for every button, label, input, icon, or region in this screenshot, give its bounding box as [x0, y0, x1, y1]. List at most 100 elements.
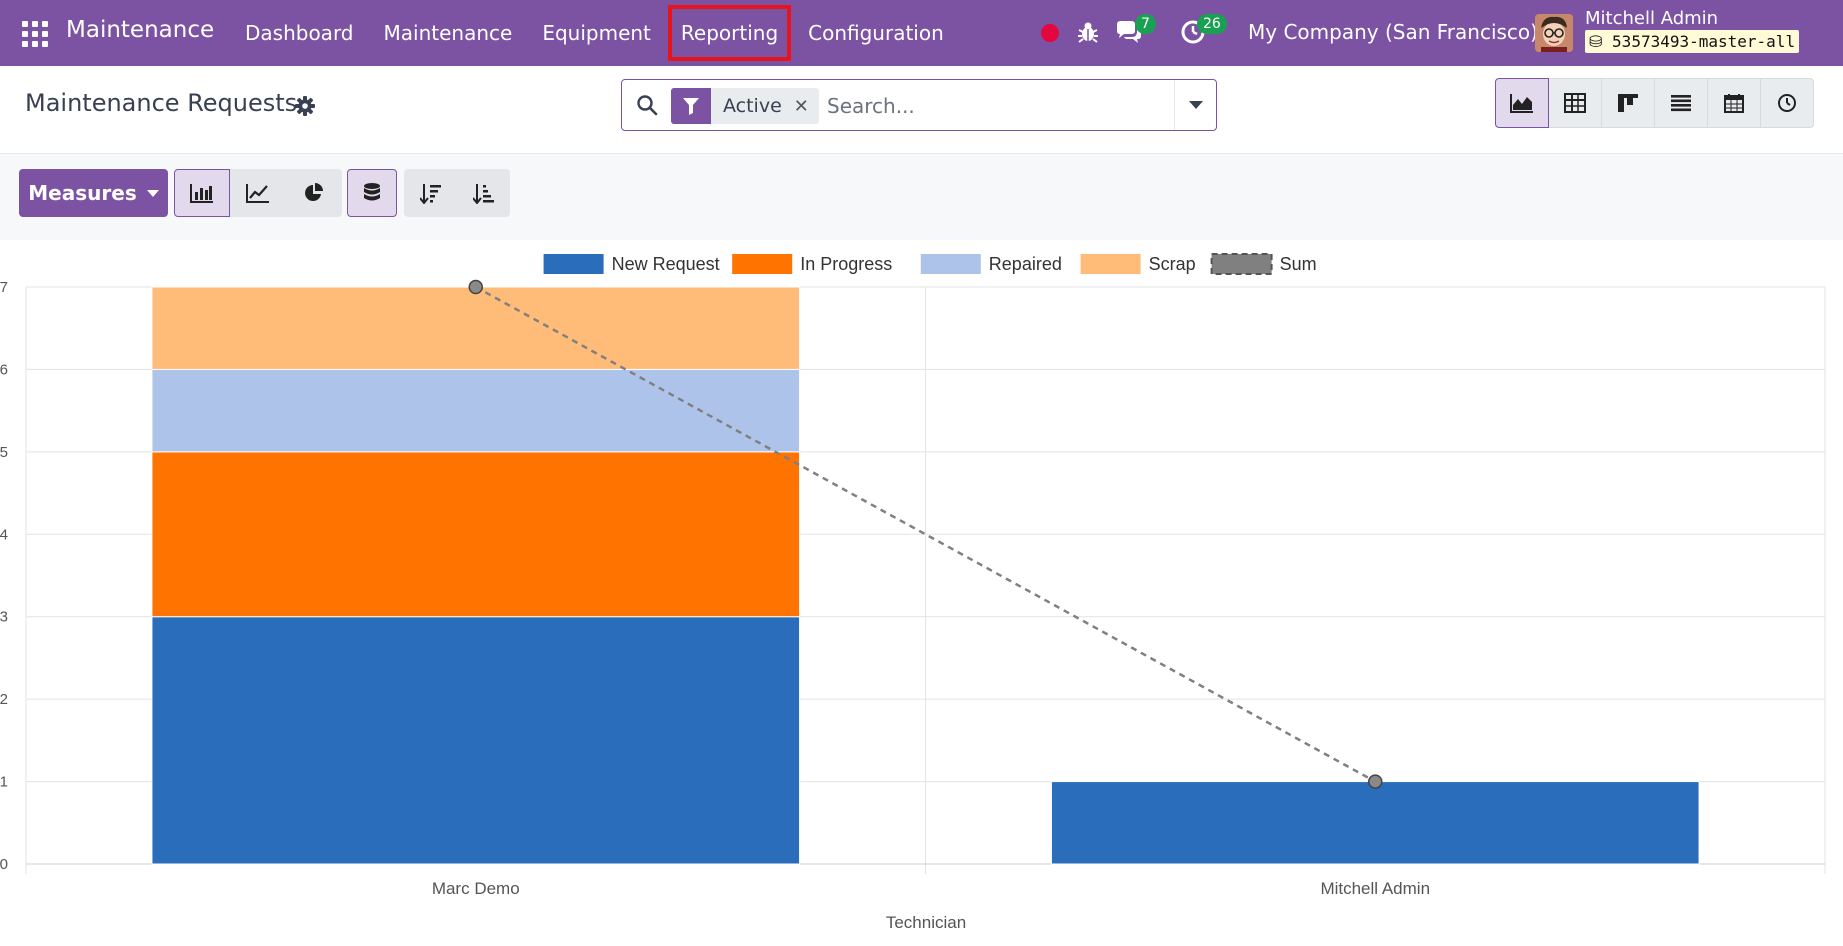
- kanban-view-button[interactable]: [1601, 78, 1655, 128]
- graph-toolbar: Measures: [0, 154, 1843, 240]
- sort-descending-icon: [419, 184, 441, 204]
- record-indicator-icon[interactable]: [1041, 24, 1059, 42]
- y-tick-label: 2: [0, 691, 8, 708]
- pie-chart-button[interactable]: [286, 169, 342, 217]
- line-chart-icon: [246, 184, 269, 203]
- legend-label: In Progress: [800, 254, 892, 274]
- view-switcher: [1495, 78, 1814, 128]
- list-view-button[interactable]: [1654, 78, 1708, 128]
- y-axis-ticks: 0 1 2 3 4 5 6 7: [0, 279, 8, 873]
- x-tick-label: Mitchell Admin: [1320, 879, 1430, 898]
- search-input[interactable]: [827, 90, 1167, 122]
- bar-segment: [1050, 781, 1700, 865]
- legend-label: Scrap: [1149, 254, 1196, 274]
- sort-ascending-icon: [472, 184, 494, 204]
- legend-label: New Request: [612, 254, 720, 274]
- search-bar: Active ✕: [621, 79, 1217, 131]
- chart-legend: New Request In Progress Repaired Scrap Sum: [543, 253, 1317, 275]
- list-icon: [1671, 95, 1691, 112]
- y-tick-label: 1: [0, 774, 8, 791]
- legend-swatch: [1080, 254, 1141, 274]
- stacked-toggle-button[interactable]: [347, 169, 397, 217]
- control-panel: Maintenance Requests Active ✕: [0, 66, 1843, 154]
- bar-chart-icon: [190, 184, 213, 203]
- menu-reporting[interactable]: Reporting: [666, 0, 793, 66]
- y-tick-label: 4: [0, 526, 8, 543]
- graph-view-button[interactable]: [1495, 78, 1549, 128]
- company-switcher[interactable]: My Company (San Francisco): [1248, 20, 1538, 44]
- activity-view-button[interactable]: [1760, 78, 1814, 128]
- x-axis-ticks: Marc Demo Mitchell Admin: [432, 879, 1430, 898]
- app-brand[interactable]: Maintenance: [66, 17, 215, 43]
- menu-equipment[interactable]: Equipment: [542, 21, 651, 45]
- bar-segment: [151, 451, 801, 618]
- messages-count-badge: 7: [1135, 14, 1156, 34]
- database-name: ⛁ 53573493-master-all: [1585, 30, 1800, 53]
- bar-chart-button[interactable]: [174, 169, 230, 217]
- avatar-face-icon: [1535, 14, 1573, 52]
- chart-type-group: [174, 169, 342, 217]
- database-label: 53573493-master-all: [1612, 32, 1796, 51]
- database-stack-icon: [364, 183, 380, 201]
- messages-icon[interactable]: [1115, 20, 1143, 44]
- sort-group: [404, 169, 510, 217]
- sort-ascending-button[interactable]: [457, 169, 510, 217]
- debug-bug-icon[interactable]: [1077, 20, 1099, 44]
- sum-point: [1368, 774, 1383, 789]
- legend-label: Repaired: [989, 254, 1062, 274]
- chart-bars: [151, 286, 1700, 865]
- calendar-view-button[interactable]: [1707, 78, 1761, 128]
- user-avatar[interactable]: [1535, 14, 1573, 52]
- menu-maintenance[interactable]: Maintenance: [383, 21, 513, 45]
- legend-swatch: [543, 254, 604, 274]
- measures-dropdown-button[interactable]: Measures: [19, 169, 168, 217]
- y-tick-label: 5: [0, 444, 8, 461]
- bar-segment: [151, 368, 801, 453]
- pie-chart-icon: [305, 183, 323, 201]
- y-tick-label: 3: [0, 609, 8, 626]
- pivot-table-icon: [1564, 93, 1586, 113]
- bar-segment: [151, 616, 801, 865]
- stacked-bar-chart[interactable]: 0 1 2 3 4 5 6 7 New Request In Progress Repaired S…: [0, 240, 1843, 942]
- top-navbar: Maintenance Dashboard Maintenance Equipm…: [0, 0, 1843, 66]
- page-title[interactable]: Maintenance Requests: [25, 89, 298, 117]
- activity-clock-icon: [1778, 94, 1796, 112]
- search-icon[interactable]: [636, 94, 658, 116]
- filter-facet: Active ✕: [671, 88, 819, 124]
- sort-descending-button[interactable]: [404, 169, 457, 217]
- area-chart-icon: [1510, 94, 1533, 113]
- y-tick-label: 0: [0, 856, 8, 873]
- legend-swatch: [920, 254, 981, 274]
- menu-dashboard[interactable]: Dashboard: [245, 21, 354, 45]
- gear-icon[interactable]: [294, 95, 316, 117]
- menu-configuration[interactable]: Configuration: [808, 21, 944, 45]
- line-chart-button[interactable]: [230, 169, 286, 217]
- filter-facet-label: Active: [723, 95, 782, 117]
- y-tick-label: 6: [0, 361, 8, 378]
- x-axis-title: Technician: [886, 913, 966, 932]
- apps-menu-icon[interactable]: [20, 19, 48, 47]
- database-icon: ⛁: [1589, 32, 1603, 51]
- filter-icon: [671, 88, 711, 124]
- bar-segment: [151, 286, 801, 370]
- calendar-icon: [1724, 94, 1744, 113]
- search-options-toggle[interactable]: [1174, 80, 1216, 130]
- legend-swatch: [1210, 253, 1273, 275]
- main-menu: Dashboard Maintenance Equipment Reportin…: [230, 0, 959, 66]
- activities-count-badge: 26: [1197, 14, 1227, 34]
- remove-filter-icon[interactable]: ✕: [793, 95, 809, 117]
- pivot-view-button[interactable]: [1548, 78, 1602, 128]
- user-name[interactable]: Mitchell Admin: [1585, 8, 1719, 29]
- y-tick-label: 7: [0, 279, 8, 296]
- x-tick-label: Marc Demo: [432, 879, 520, 898]
- stacked-toggle-group: [347, 169, 397, 217]
- sum-line: [468, 279, 1383, 789]
- measures-label: Measures: [28, 181, 137, 205]
- legend-swatch: [732, 254, 793, 274]
- legend-label: Sum: [1280, 254, 1317, 274]
- kanban-icon: [1618, 94, 1638, 112]
- sum-point: [468, 279, 483, 295]
- graph-chart-area: 0 1 2 3 4 5 6 7 New Request In Progress Repaired S…: [0, 240, 1843, 942]
- caret-down-icon: [1188, 100, 1203, 109]
- caret-down-icon: [146, 189, 159, 197]
